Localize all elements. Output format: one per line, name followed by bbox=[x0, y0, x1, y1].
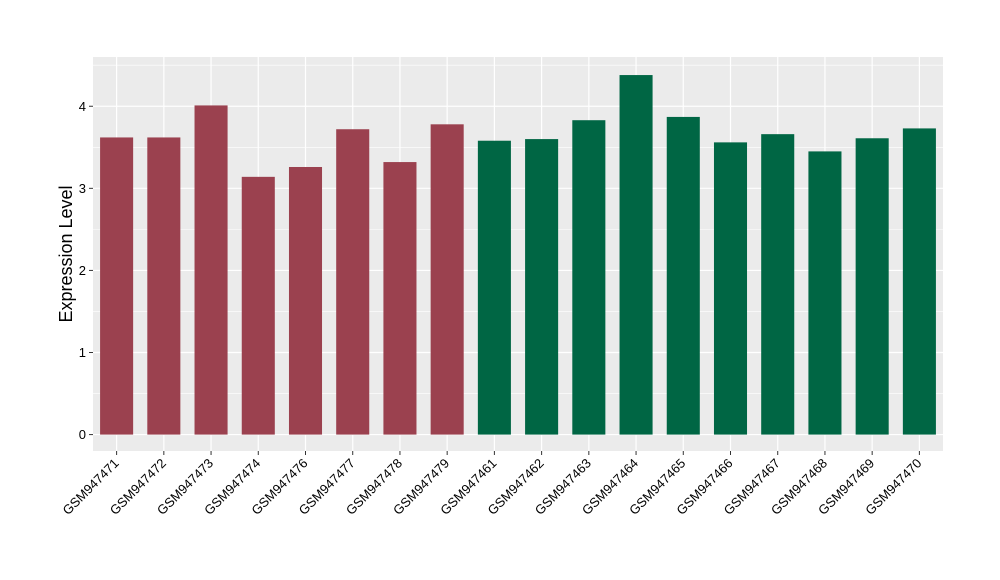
x-axis: GSM947471GSM947472GSM947473GSM947474GSM9… bbox=[60, 451, 925, 518]
bar-GSM947473 bbox=[194, 105, 228, 435]
bar-GSM947470 bbox=[902, 128, 936, 435]
bar-GSM947466 bbox=[713, 142, 748, 435]
bar-GSM947477 bbox=[336, 129, 370, 435]
minor-gridlines bbox=[93, 64, 943, 394]
bar-GSM947464 bbox=[619, 75, 653, 435]
bar-GSM947478 bbox=[383, 162, 417, 435]
y-tick-label: 2 bbox=[79, 263, 86, 278]
y-tick-label: 0 bbox=[79, 427, 86, 442]
bar-GSM947465 bbox=[666, 116, 700, 435]
bar-GSM947463 bbox=[572, 120, 606, 435]
y-tick-label: 4 bbox=[79, 99, 86, 114]
bars bbox=[100, 75, 936, 435]
bar-GSM947467 bbox=[761, 134, 795, 435]
y-tick-label: 3 bbox=[79, 181, 86, 196]
y-axis: 0 1 2 3 4 bbox=[79, 99, 93, 442]
bar-GSM947472 bbox=[147, 137, 181, 435]
bar-GSM947469 bbox=[855, 138, 889, 435]
bar-GSM947468 bbox=[808, 151, 842, 435]
bar-GSM947476 bbox=[288, 166, 323, 435]
bar-GSM947462 bbox=[525, 139, 559, 435]
bar-GSM947471 bbox=[100, 137, 134, 435]
bar-GSM947474 bbox=[241, 176, 275, 435]
y-tick-label: 1 bbox=[79, 345, 86, 360]
plot-panel bbox=[93, 57, 943, 451]
bar-GSM947479 bbox=[430, 124, 464, 435]
bar-GSM947461 bbox=[477, 140, 511, 435]
y-axis-title: Expression Level bbox=[56, 185, 76, 322]
